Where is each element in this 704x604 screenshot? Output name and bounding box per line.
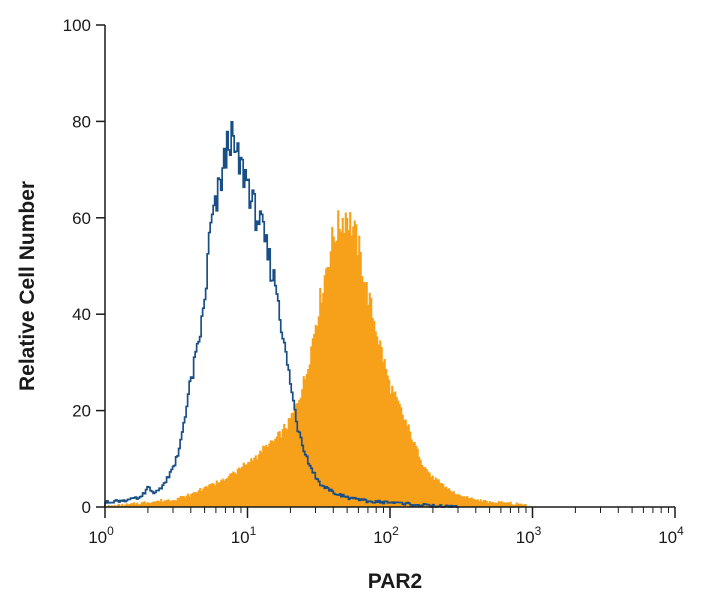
x-tick-base: 10 [516, 528, 535, 547]
y-tick-label: 60 [72, 209, 91, 228]
y-tick-label: 100 [63, 16, 91, 35]
x-tick-exponent: 1 [250, 524, 257, 538]
x-tick-label: 102 [373, 524, 399, 547]
x-tick-base: 10 [658, 528, 677, 547]
x-ticks: 100 101 102 103 104 [88, 507, 684, 547]
y-tick-label: 0 [82, 498, 91, 517]
y-tick-label: 20 [72, 402, 91, 421]
x-axis-title: PAR2 [368, 570, 422, 593]
y-ticks: 0 20 40 60 80 100 [63, 16, 105, 517]
y-axis-title: Relative Cell Number [16, 181, 39, 391]
plot-area [104, 121, 533, 508]
x-tick-base: 10 [231, 528, 250, 547]
x-tick-exponent: 2 [392, 524, 399, 538]
x-tick-exponent: 0 [107, 524, 114, 538]
x-tick-exponent: 3 [535, 524, 542, 538]
x-tick-label: 104 [658, 524, 684, 547]
y-tick-label: 40 [72, 305, 91, 324]
x-tick-label: 103 [516, 524, 542, 547]
x-tick-exponent: 4 [677, 524, 684, 538]
x-tick-label: 100 [88, 524, 114, 547]
x-tick-base: 10 [373, 528, 392, 547]
x-tick-base: 10 [88, 528, 107, 547]
series-outline-histogram [104, 121, 458, 508]
series-filled-histogram [105, 210, 533, 508]
y-tick-label: 80 [72, 112, 91, 131]
x-tick-label: 101 [231, 524, 257, 547]
